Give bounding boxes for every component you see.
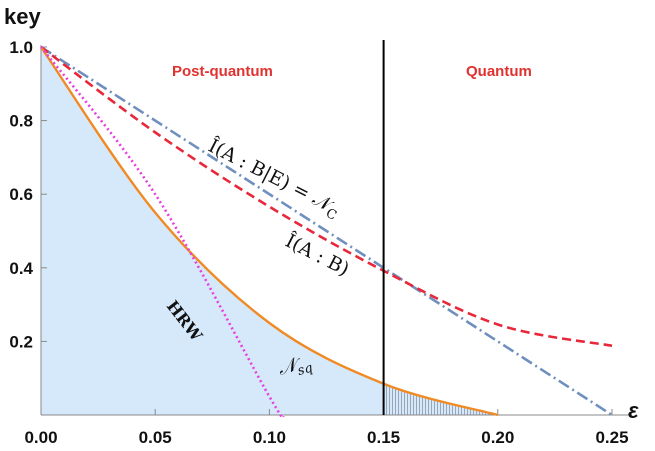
y-tick-label: 0.6	[9, 185, 33, 204]
region-label-quantum: Quantum	[466, 63, 532, 80]
y-tick-label: 0.8	[9, 112, 33, 131]
x-axis-ticks: 0.00 0.05 0.10 0.15 0.20 0.25	[24, 409, 629, 447]
x-tick-label: 0.00	[24, 428, 57, 447]
series-line-nc	[40, 45, 613, 417]
y-tick-label: 1.0	[9, 38, 33, 57]
quantum-hatched-region	[386, 384, 499, 415]
y-axis-ticks: 0.2 0.4 0.6 0.8 1.0	[9, 38, 47, 351]
label-nsq: 𝒩sq	[276, 350, 315, 384]
x-axis-title: ε	[628, 398, 639, 423]
x-tick-label: 0.05	[139, 428, 172, 447]
y-axis-title: key	[4, 4, 41, 29]
x-tick-label: 0.25	[595, 428, 628, 447]
series-line-iab	[40, 45, 613, 348]
region-label-post-quantum: Post-quantum	[172, 63, 273, 80]
x-tick-label: 0.15	[367, 428, 400, 447]
series-line-nsq	[40, 46, 499, 417]
y-tick-label: 0.4	[9, 259, 33, 278]
x-tick-label: 0.20	[481, 428, 514, 447]
y-tick-label: 0.2	[9, 332, 33, 351]
label-iab: Î(A : B)	[282, 229, 353, 281]
nsq-filled-region	[41, 47, 498, 415]
x-tick-label: 0.10	[253, 428, 286, 447]
series-line-hrw	[40, 46, 285, 417]
